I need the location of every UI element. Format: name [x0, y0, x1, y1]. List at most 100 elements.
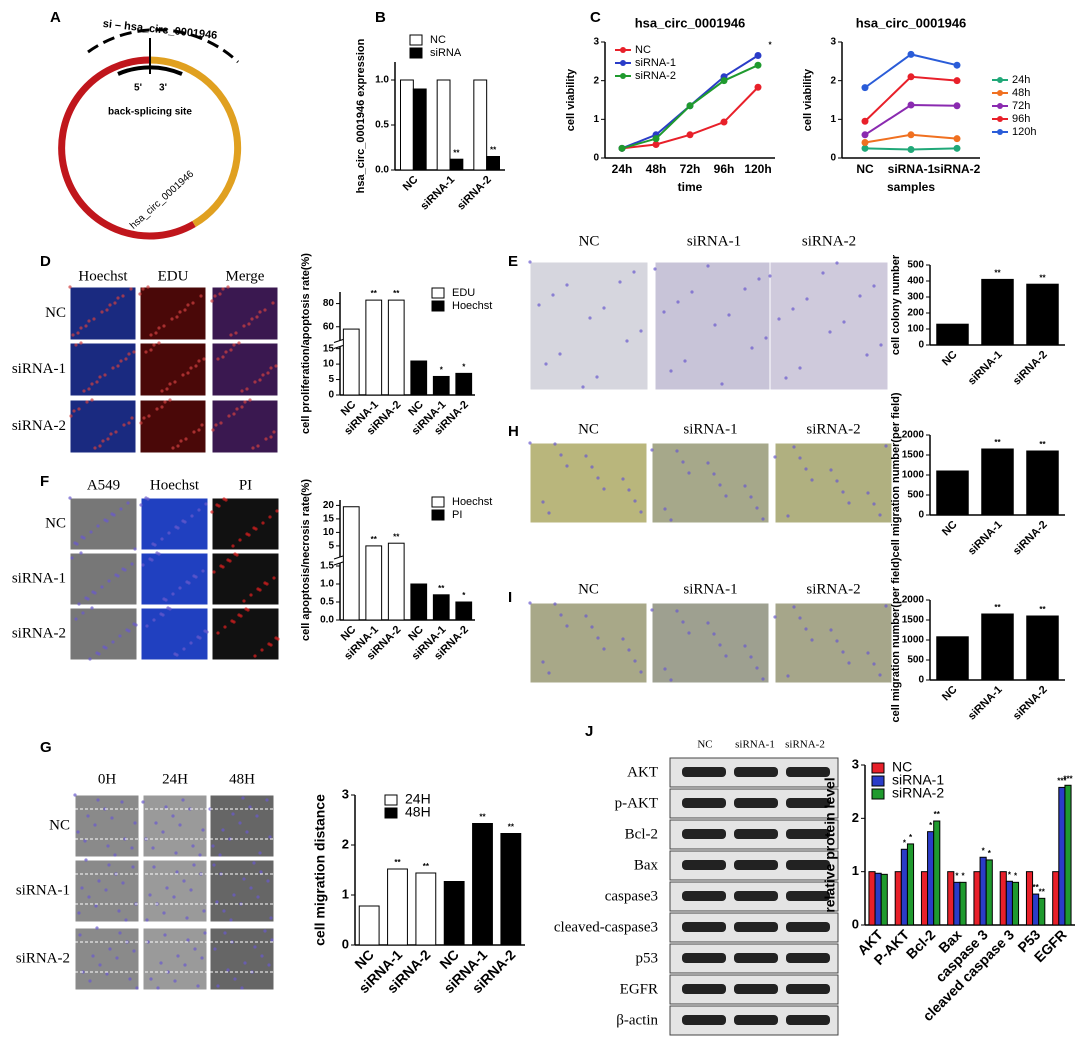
cell-dot	[872, 502, 876, 506]
cell-dot	[255, 814, 259, 818]
cell-dot	[761, 677, 765, 681]
cell-dot	[269, 435, 273, 439]
cell-dot	[87, 895, 91, 899]
significance: **	[423, 862, 430, 871]
bar	[455, 372, 473, 396]
band	[734, 860, 778, 870]
cell-dot	[219, 421, 223, 425]
cell-dot	[627, 648, 631, 652]
bar	[432, 594, 450, 621]
legend-swatch	[431, 496, 445, 508]
cell-dot	[749, 495, 753, 499]
circ-arc-gold	[149, 56, 242, 228]
cell-dot	[84, 596, 88, 600]
cell-dot	[248, 398, 252, 402]
cell-dot	[109, 432, 113, 436]
cell-dot	[237, 613, 241, 617]
cell-dot	[105, 308, 109, 312]
cell-dot	[168, 382, 172, 386]
y-tick-label: 1000	[902, 635, 925, 646]
cell-dot	[245, 532, 249, 536]
cell-dot	[266, 371, 270, 375]
y-tick-label: 1	[593, 114, 599, 125]
cell-dot	[192, 574, 196, 578]
cell-dot	[175, 315, 179, 319]
bar	[436, 79, 451, 171]
cell-dot	[162, 324, 166, 328]
marker	[754, 83, 762, 91]
marker	[907, 101, 915, 109]
y-axis-label: cell proliferation/apoptosis rate(%)	[300, 253, 312, 434]
y-tick-label: 0.5	[375, 120, 389, 131]
cell-dot	[203, 931, 207, 935]
bar	[1064, 784, 1072, 926]
cell-dot	[791, 307, 795, 311]
bar	[981, 448, 1014, 516]
micrograph	[209, 794, 275, 858]
cell-dot	[784, 376, 788, 380]
cell-dot	[127, 352, 131, 356]
blot-label: cleaved-caspase3	[554, 919, 658, 935]
x-tick-label: NC	[401, 174, 421, 194]
cell-dot	[80, 535, 84, 539]
cell-dot	[718, 483, 722, 487]
marker	[907, 50, 915, 58]
y-tick-label: 2	[852, 810, 859, 825]
cell-dot	[212, 863, 216, 867]
cell-dot	[170, 317, 174, 321]
cell-dot	[103, 373, 107, 377]
cell-dot	[879, 343, 883, 347]
cell-dot	[71, 333, 75, 337]
cell-dot	[201, 569, 205, 573]
cell-dot	[211, 428, 215, 432]
cell-dot	[221, 355, 225, 359]
cell-dot	[829, 468, 833, 472]
cell-dot	[633, 499, 637, 503]
band	[682, 984, 726, 994]
cell-dot	[243, 400, 247, 404]
bar	[981, 613, 1014, 681]
cell-dot	[191, 844, 195, 848]
cell-dot	[233, 552, 237, 556]
y-tick-label: 1	[830, 114, 836, 125]
cell-dot	[108, 947, 112, 951]
cell-dot	[256, 895, 260, 899]
cell-dot	[141, 563, 145, 567]
cell-dot	[749, 655, 753, 659]
cell-dot	[82, 389, 86, 393]
marker	[720, 118, 728, 126]
cell-dot	[86, 814, 90, 818]
cell-dot	[81, 611, 85, 615]
cell-dot	[115, 956, 119, 960]
x-tick-label: 120h	[744, 162, 771, 176]
cell-dot	[621, 477, 625, 481]
cell-dot	[584, 614, 588, 618]
cell-dot	[98, 375, 102, 379]
cell-dot	[724, 494, 728, 498]
circ-arc-red	[58, 56, 196, 240]
cell-dot	[272, 576, 276, 580]
significance: *	[462, 591, 466, 600]
bar	[936, 323, 969, 346]
cell-dot	[77, 911, 81, 915]
cell-dot	[633, 659, 637, 663]
cell-dot	[126, 501, 130, 505]
chart: 0 100 200 300 400 500 NC siRNA-1 siRNA-2 cell col…	[890, 254, 1065, 387]
cell-dot	[120, 800, 124, 804]
column-label: NC	[579, 233, 600, 249]
cell-dot	[261, 521, 265, 525]
micrograph	[139, 399, 207, 454]
cell-dot	[190, 514, 194, 518]
legend-label: siRNA-1	[892, 772, 944, 788]
significance: **	[508, 823, 515, 832]
cell-dot	[90, 398, 94, 402]
cell-dot	[541, 660, 545, 664]
cell-dot	[755, 666, 759, 670]
bar	[342, 506, 360, 621]
blot-label: caspase3	[605, 888, 658, 904]
cell-dot	[92, 317, 96, 321]
x-tick-label: 72h	[680, 162, 701, 176]
y-tick-label: 400	[907, 276, 924, 287]
cell-dot	[565, 624, 569, 628]
y-tick-label: 5	[328, 541, 334, 552]
